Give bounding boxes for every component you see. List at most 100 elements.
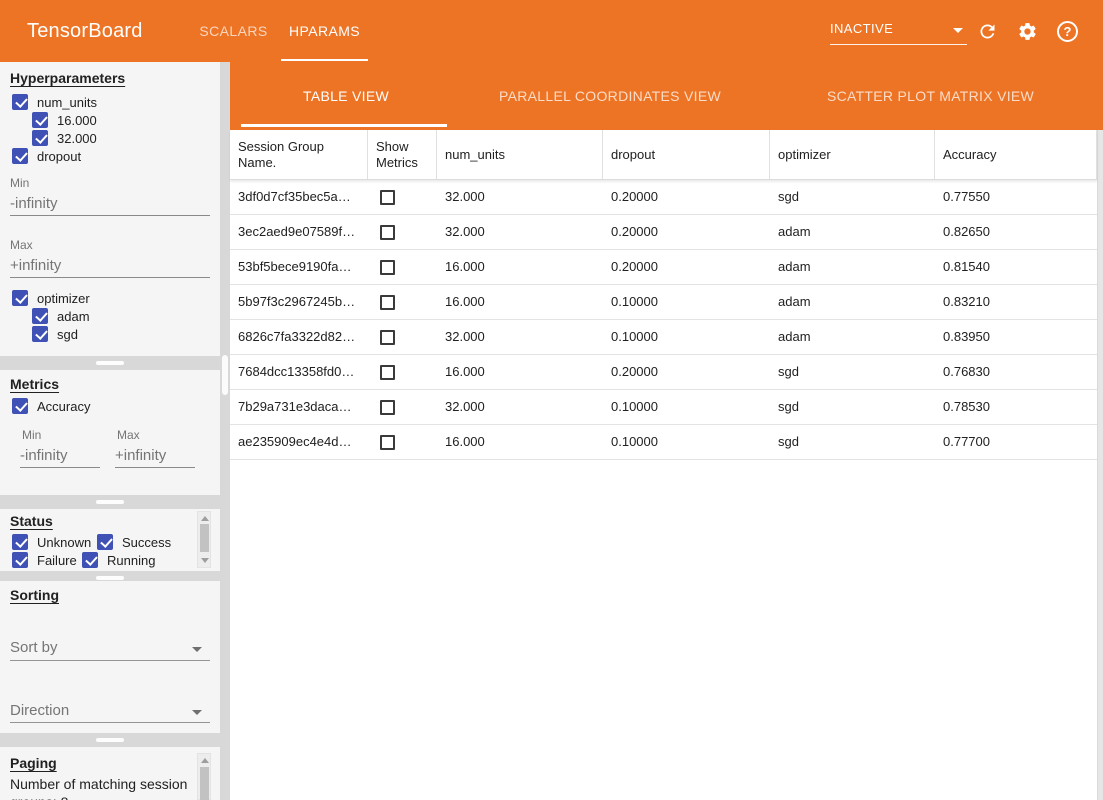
hyperparameters-title: Hyperparameters <box>10 70 126 86</box>
column-header-session-group-name[interactable]: Session Group Name. <box>230 130 368 179</box>
help-icon[interactable]: ? <box>1057 21 1078 42</box>
table-row[interactable]: 3df0d7cf35bec5a… 32.000 0.20000 sgd 0.77… <box>230 180 1097 215</box>
show-metrics-checkbox[interactable] <box>380 434 395 450</box>
dropout-value: 0.20000 <box>611 224 658 239</box>
label-num-units-16: 16.000 <box>57 113 97 128</box>
settings-gear-icon[interactable] <box>1017 21 1038 42</box>
divider-handle <box>96 738 124 742</box>
app-logo: TensorBoard <box>27 20 143 42</box>
checkbox-optimizer-sgd[interactable] <box>32 326 48 342</box>
column-header-show-metrics[interactable]: Show Metrics <box>368 130 437 179</box>
session-group-name: 3ec2aed9e07589f… <box>238 224 356 239</box>
label-status-unknown: Unknown <box>37 535 92 550</box>
num-units-value: 16.000 <box>445 294 485 309</box>
metrics-max-input[interactable] <box>115 444 195 468</box>
column-header-accuracy[interactable]: Accuracy <box>935 130 1097 179</box>
show-metrics-checkbox[interactable] <box>380 364 395 380</box>
checkbox-status-unknown[interactable] <box>12 534 28 550</box>
section-status: Status Unknown Success Failure Running <box>0 509 220 571</box>
optimizer-value: sgd <box>778 399 799 414</box>
session-group-name: 53bf5bece9190fa… <box>238 259 352 274</box>
section-resize-divider[interactable] <box>0 495 220 509</box>
direction-select-value: Direction <box>10 702 70 719</box>
sidebar-scrollbar-track[interactable] <box>220 62 230 800</box>
metrics-min-label: Min <box>22 428 42 442</box>
table-row[interactable]: 7b29a731e3daca… 32.000 0.10000 sgd 0.785… <box>230 390 1097 425</box>
checkbox-dropout[interactable] <box>12 148 28 164</box>
tab-scalars[interactable]: SCALARS <box>196 0 271 62</box>
accuracy-value: 0.77550 <box>943 189 990 204</box>
tab-table-view[interactable]: TABLE VIEW <box>230 62 462 130</box>
chevron-down-icon[interactable] <box>192 647 202 652</box>
dropout-value: 0.20000 <box>611 259 658 274</box>
divider-handle <box>96 500 124 504</box>
checkbox-status-success[interactable] <box>97 534 113 550</box>
table-row[interactable]: 3ec2aed9e07589f… 32.000 0.20000 adam 0.8… <box>230 215 1097 250</box>
dropout-max-input[interactable] <box>10 254 210 278</box>
paging-title: Paging <box>10 755 57 771</box>
tab-hparams-label: HPARAMS <box>289 23 360 39</box>
show-metrics-checkbox[interactable] <box>380 399 395 415</box>
section-resize-divider[interactable] <box>0 356 220 370</box>
sort-by-select[interactable] <box>0 631 220 663</box>
scroll-down-icon[interactable] <box>201 558 209 563</box>
tab-scatter-plot-matrix-label: SCATTER PLOT MATRIX VIEW <box>826 88 1035 104</box>
active-view-underline <box>241 124 447 127</box>
scroll-up-icon[interactable] <box>201 758 209 763</box>
checkbox-num-units-16[interactable] <box>32 112 48 128</box>
checkbox-status-running[interactable] <box>82 552 98 568</box>
tab-parallel-coordinates-view[interactable]: PARALLEL COORDINATES VIEW <box>462 62 758 130</box>
sidebar-scrollbar-thumb[interactable] <box>222 355 228 395</box>
chevron-down-icon[interactable] <box>192 710 202 715</box>
topbar: TensorBoard SCALARS HPARAMS INACTIVE ? <box>0 0 1103 62</box>
main-scrollbar-track[interactable] <box>1097 130 1103 800</box>
show-metrics-checkbox[interactable] <box>380 259 395 275</box>
run-status-value: INACTIVE <box>830 21 894 36</box>
dropout-value: 0.10000 <box>611 294 658 309</box>
scrollbar-thumb[interactable] <box>200 524 209 552</box>
direction-select[interactable] <box>0 694 220 726</box>
table-row[interactable]: 7684dcc13358fd0… 16.000 0.20000 sgd 0.76… <box>230 355 1097 390</box>
metrics-min-input[interactable] <box>20 444 100 468</box>
accuracy-value: 0.83210 <box>943 294 990 309</box>
table-row[interactable]: 6826c7fa3322d82… 32.000 0.10000 adam 0.8… <box>230 320 1097 355</box>
num-units-value: 32.000 <box>445 329 485 344</box>
sort-by-underline <box>10 660 210 661</box>
section-metrics: Metrics Accuracy Min Max <box>0 370 220 495</box>
scroll-up-icon[interactable] <box>201 516 209 521</box>
checkbox-optimizer[interactable] <box>12 290 28 306</box>
tab-table-view-label: TABLE VIEW <box>303 88 389 104</box>
show-metrics-checkbox[interactable] <box>380 294 395 310</box>
paging-scrollbar[interactable] <box>197 753 211 800</box>
dropout-min-input[interactable] <box>10 192 210 216</box>
tab-hparams[interactable]: HPARAMS <box>281 0 368 62</box>
checkbox-num-units-32[interactable] <box>32 130 48 146</box>
divider-handle <box>96 576 124 580</box>
show-metrics-checkbox[interactable] <box>380 189 395 205</box>
optimizer-value: adam <box>778 259 811 274</box>
checkbox-num-units[interactable] <box>12 94 28 110</box>
optimizer-value: adam <box>778 224 811 239</box>
section-resize-divider[interactable] <box>0 733 220 747</box>
show-metrics-checkbox[interactable] <box>380 329 395 345</box>
status-scrollbar[interactable] <box>197 511 211 568</box>
tab-scatter-plot-matrix-view[interactable]: SCATTER PLOT MATRIX VIEW <box>758 62 1103 130</box>
checkbox-optimizer-adam[interactable] <box>32 308 48 324</box>
scrollbar-thumb[interactable] <box>200 767 209 800</box>
refresh-icon[interactable] <box>977 21 998 42</box>
column-header-optimizer[interactable]: optimizer <box>770 130 935 179</box>
paging-summary: Number of matching session groups: 8 <box>10 776 188 800</box>
label-status-success: Success <box>122 535 172 550</box>
run-status-select[interactable]: INACTIVE <box>830 18 967 46</box>
checkbox-status-failure[interactable] <box>12 552 28 568</box>
show-metrics-checkbox[interactable] <box>380 224 395 240</box>
column-header-num-units[interactable]: num_units <box>437 130 603 179</box>
column-header-dropout[interactable]: dropout <box>603 130 770 179</box>
session-group-name: 7b29a731e3daca… <box>238 399 352 414</box>
table-row[interactable]: 53bf5bece9190fa… 16.000 0.20000 adam 0.8… <box>230 250 1097 285</box>
table-row[interactable]: ae235909ec4e4d… 16.000 0.10000 sgd 0.777… <box>230 425 1097 460</box>
tab-parallel-coordinates-label: PARALLEL COORDINATES VIEW <box>499 88 721 104</box>
table-row[interactable]: 5b97f3c2967245b… 16.000 0.10000 adam 0.8… <box>230 285 1097 320</box>
checkbox-accuracy[interactable] <box>12 398 28 414</box>
optimizer-value: sgd <box>778 189 799 204</box>
